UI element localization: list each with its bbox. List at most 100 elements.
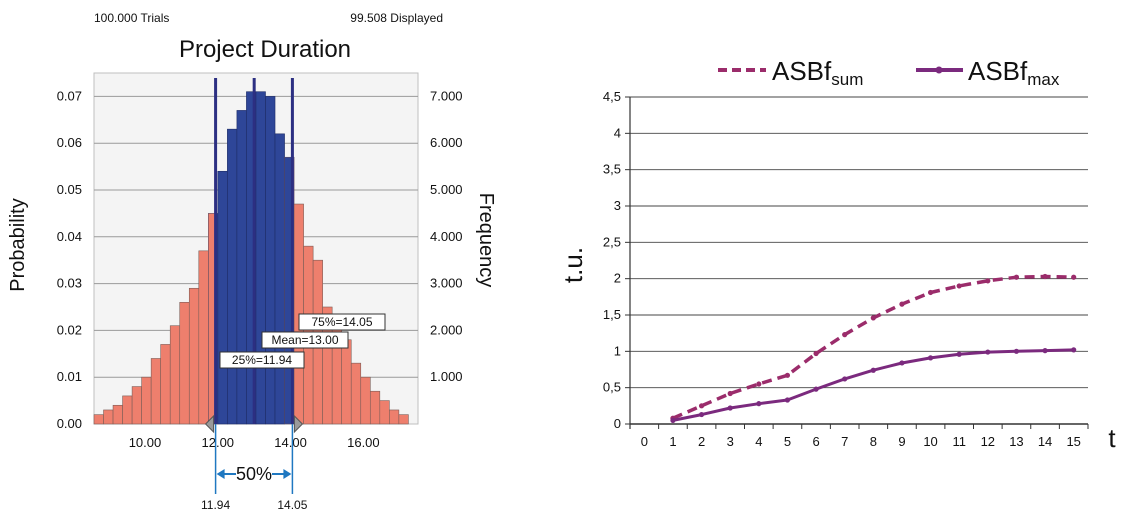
series-point-sum (985, 278, 991, 284)
histogram-bar-part (208, 213, 216, 424)
y-left-tick-label: 0.05 (57, 182, 82, 197)
histogram-bar (112, 404, 123, 425)
histogram-bar (169, 325, 181, 425)
right-slider-icon[interactable] (293, 414, 304, 434)
y-tick-label: 0,5 (603, 380, 621, 395)
legend-label-max: ASBfmax (968, 56, 1060, 89)
series-point-max (727, 405, 733, 411)
histogram-bar (188, 287, 200, 425)
range-high-label: 14.05 (277, 498, 307, 512)
series-point-sum (870, 315, 876, 321)
y-left-axis-label: Probability (7, 198, 29, 291)
y-right-tick-label: 7.000 (430, 88, 463, 103)
arrowhead-left-icon (216, 469, 225, 479)
y-left-tick-label: 0.01 (57, 369, 82, 384)
x-tick-label: 15 (1066, 434, 1080, 449)
histogram-title: Project Duration (179, 36, 351, 63)
line-series (670, 273, 1077, 423)
p75-annotation: 75%=14.05 (311, 315, 372, 329)
histogram-bar (398, 414, 409, 425)
y-right-tick-label: 4.000 (430, 229, 463, 244)
x-tick-label: 14 (1038, 434, 1052, 449)
legend: ASBfsum ASBfmax (718, 56, 1060, 89)
x-tick-label: 11 (952, 434, 966, 449)
series-point-max (985, 349, 991, 355)
x-tick-label: 7 (841, 434, 848, 449)
series-point-max (842, 376, 848, 382)
series-point-sum (1013, 274, 1020, 280)
p75-annotation-box (298, 313, 386, 331)
histogram-bar (227, 128, 238, 425)
series-point-max (784, 397, 791, 403)
y-tick-label: 2,5 (603, 234, 621, 249)
series-point-sum (842, 332, 848, 338)
x-tick-label: 9 (898, 434, 905, 449)
x-tick-label: 12.00 (202, 435, 235, 450)
left-slider-icon[interactable] (204, 414, 215, 434)
series-point-max (1013, 348, 1020, 354)
series-point-max (870, 367, 876, 373)
y-right-tick-label: 6.000 (430, 135, 463, 150)
histogram-bar (341, 339, 352, 425)
y-left-ticks: 0.00 0.01 0.02 0.03 0.04 0.05 0.06 0.07 (57, 88, 82, 431)
y-tick-label: 0 (614, 416, 621, 431)
x-tick-label: 14.00 (274, 435, 307, 450)
x-tick-label: 4 (755, 434, 762, 449)
y-tick-label: 1 (614, 343, 621, 358)
range-label: 50% (236, 464, 272, 484)
series-point-max (1071, 347, 1077, 353)
range-low-label: 11.94 (201, 498, 230, 512)
series-point-max (1042, 348, 1048, 354)
series-point-sum (813, 350, 819, 357)
x-tick-label: 12 (981, 434, 995, 449)
histogram-bar (350, 362, 362, 425)
x-tick-label: 16.00 (347, 435, 380, 450)
y-tick-label: 4,5 (603, 89, 621, 104)
displayed-label: 99.508 Displayed (350, 11, 443, 25)
series-point-max (813, 386, 819, 392)
histogram-bar (360, 376, 371, 425)
series-point-sum (1071, 274, 1077, 280)
x-tick-label: 10 (923, 434, 937, 449)
histogram-bar (198, 250, 209, 425)
y-right-tick-label: 5.000 (430, 182, 463, 197)
histogram-bar (150, 358, 161, 425)
series-point-sum (756, 381, 762, 387)
legend-label-sum: ASBfsum (772, 56, 863, 89)
x-tick-label: 1 (669, 434, 676, 449)
series-line-max (672, 348, 1074, 422)
y-tick-label: 3,5 (603, 162, 621, 177)
y-tick-label: 1,5 (603, 307, 621, 322)
series-point-sum (784, 372, 791, 378)
histogram-bar (179, 302, 190, 425)
legend-marker-max (935, 66, 943, 74)
x-tick-label: 10.00 (129, 435, 162, 450)
x-tick-label: 6 (812, 434, 819, 449)
histogram-bar (141, 376, 152, 425)
y-right-tick-label: 1.000 (430, 369, 463, 384)
histogram-bar (93, 414, 104, 425)
x-ticks: 10.00 12.00 14.00 16.00 (129, 435, 380, 450)
range-triangles (204, 414, 304, 434)
series-point-max (698, 411, 705, 418)
histogram-bar (217, 170, 228, 425)
x-tick-label: 0 (641, 434, 648, 449)
y-left-tick-label: 0.02 (57, 322, 82, 337)
y-right-axis-label: Frequency (475, 193, 497, 288)
range-bracket: 50% 11.94 14.05 (201, 424, 308, 512)
x-tick-label: 3 (727, 434, 734, 449)
histogram-bar (122, 395, 133, 425)
series-point-sum (698, 403, 705, 409)
y-right-ticks: 1.000 2.000 3.000 4.000 5.000 6.000 7.000 (430, 88, 463, 384)
line-y-ticks: 0 0,5 1 1,5 2 2,5 3 3,5 4 4,5 (603, 89, 630, 431)
series-point-max (927, 355, 934, 361)
x-tick-label: 5 (784, 434, 791, 449)
y-left-tick-label: 0.00 (57, 416, 82, 431)
histogram-bar (131, 386, 142, 425)
histogram-chart: 100.000 Trials 99.508 Displayed Project … (7, 11, 497, 512)
histogram-bar (255, 91, 266, 425)
mean-annotation: Mean=13.00 (271, 333, 338, 347)
series-point-sum (727, 390, 733, 397)
series-point-max (670, 417, 676, 423)
